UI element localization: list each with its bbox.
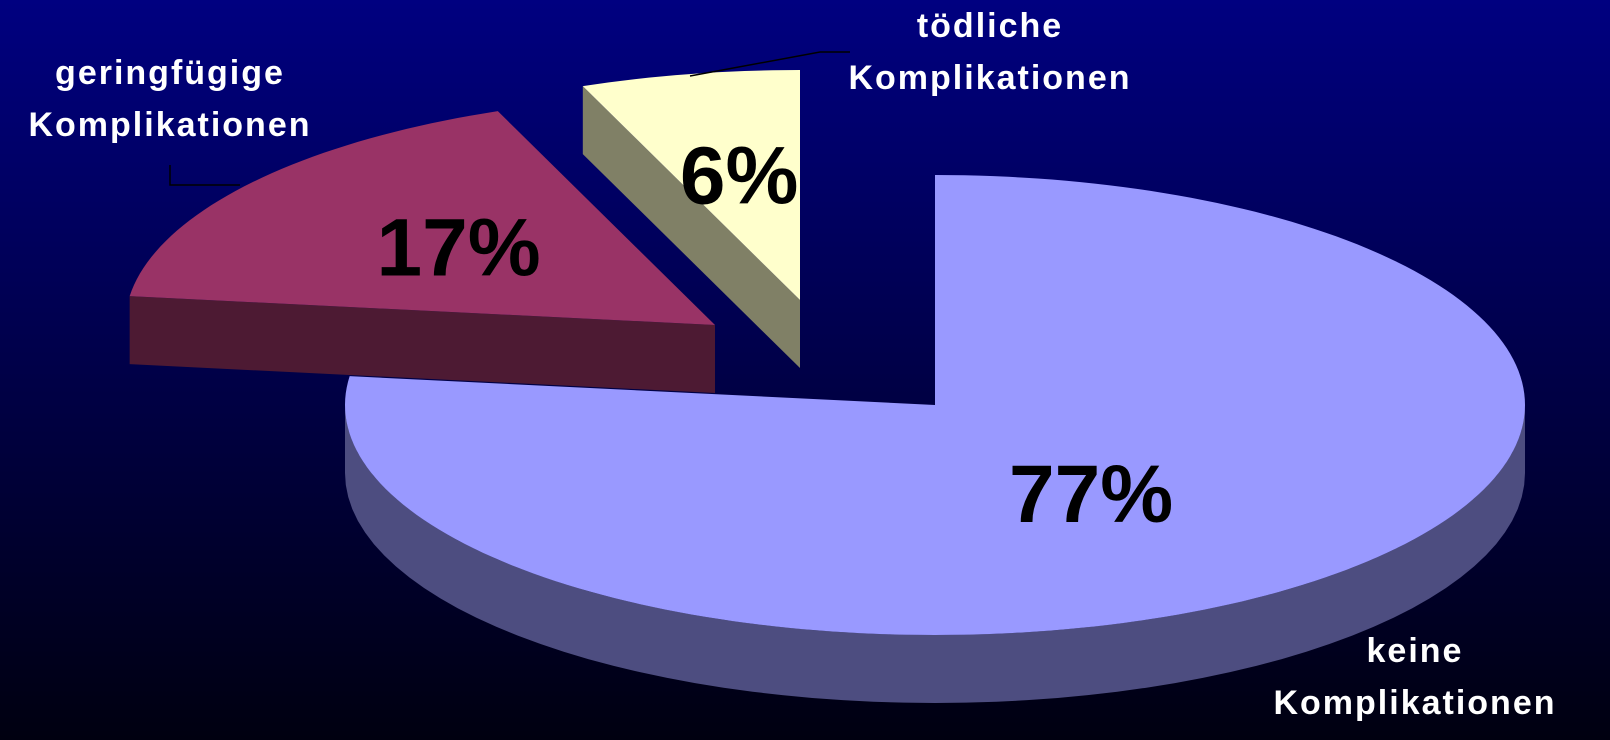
category-label: keine Komplikationen <box>1273 632 1556 722</box>
slice <box>582 70 800 300</box>
category-label: geringfügige Komplikationen <box>28 54 311 144</box>
labels: 77% keine Komplikationen 17% geringfügige Kom… <box>28 7 1556 722</box>
leader-line <box>169 165 240 186</box>
category-label: tödliche Komplikationen <box>848 7 1131 97</box>
value-label: 6% <box>680 131 799 222</box>
pie <box>129 70 1526 703</box>
value-label: 17% <box>377 202 541 293</box>
slice-side <box>129 296 715 393</box>
slice <box>129 111 715 326</box>
slice-side <box>345 405 1525 703</box>
value-label: 77% <box>1009 449 1173 540</box>
slice-side <box>582 86 800 369</box>
leader-line <box>689 51 850 77</box>
slice <box>345 175 1526 635</box>
